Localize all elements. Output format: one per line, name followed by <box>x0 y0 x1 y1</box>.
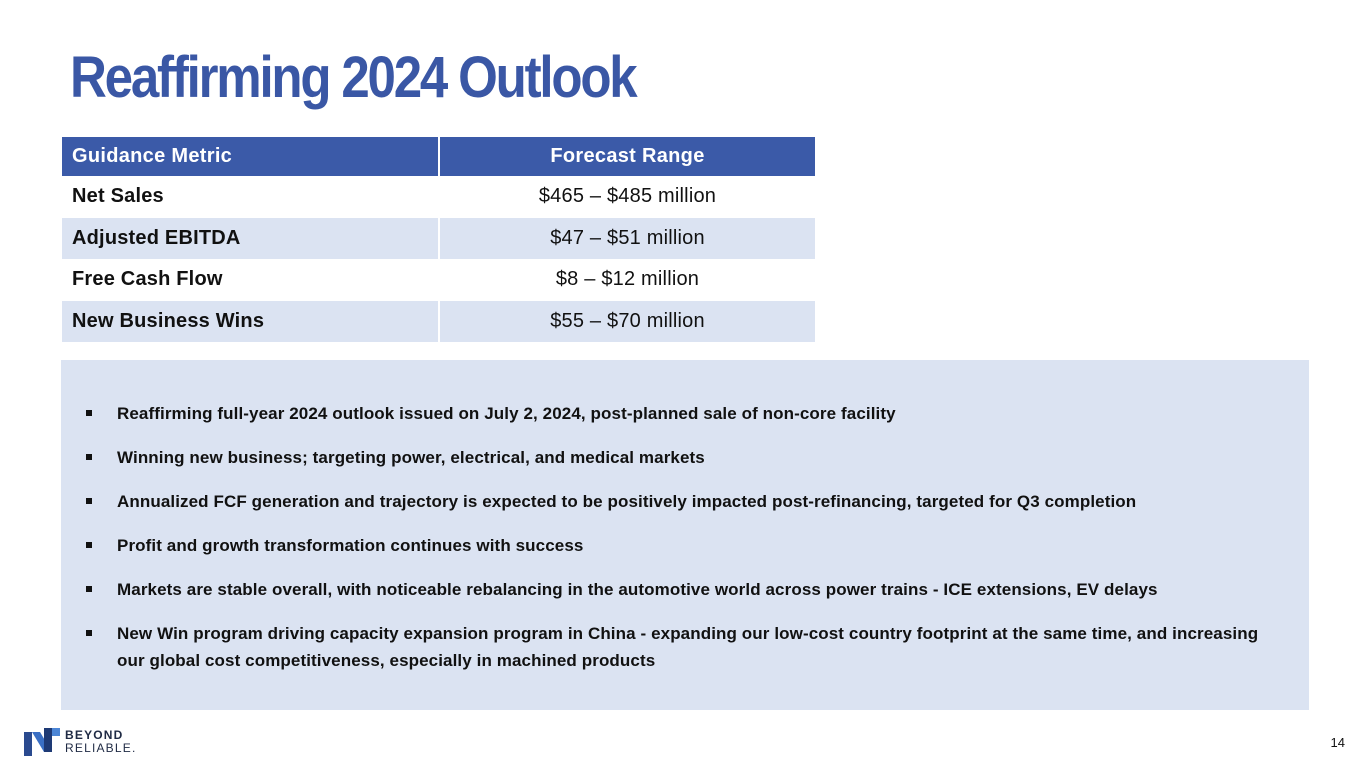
list-item: Reaffirming full-year 2024 outlook issue… <box>86 400 1289 427</box>
bullet-square-icon <box>86 454 92 460</box>
logo-wordmark: BEYOND RELIABLE. <box>65 729 137 755</box>
logo-line-2: RELIABLE. <box>65 741 137 755</box>
metric-cell: New Business Wins <box>62 300 440 342</box>
table-row: Free Cash Flow $8 – $12 million <box>62 259 815 301</box>
column-header-range: Forecast Range <box>439 137 815 176</box>
table-header-row: Guidance Metric Forecast Range <box>62 137 815 176</box>
bullet-square-icon <box>86 498 92 504</box>
metric-cell: Adjusted EBITDA <box>62 217 440 259</box>
guidance-table: Guidance Metric Forecast Range Net Sales… <box>62 137 815 342</box>
list-item-text: Reaffirming full-year 2024 outlook issue… <box>117 404 896 423</box>
list-item: Annualized FCF generation and trajectory… <box>86 488 1289 515</box>
bullet-list: Reaffirming full-year 2024 outlook issue… <box>61 360 1309 674</box>
logo-n-mark-icon <box>24 728 60 756</box>
range-cell: $8 – $12 million <box>439 259 815 301</box>
list-item-text: Annualized FCF generation and trajectory… <box>117 492 1137 511</box>
company-logo: BEYOND RELIABLE. <box>22 726 137 758</box>
bullet-square-icon <box>86 630 92 636</box>
list-item-text: Winning new business; targeting power, e… <box>117 448 705 467</box>
table-row: Adjusted EBITDA $47 – $51 million <box>62 217 815 259</box>
list-item: Winning new business; targeting power, e… <box>86 444 1289 471</box>
range-cell: $47 – $51 million <box>439 217 815 259</box>
list-item-text: New Win program driving capacity expansi… <box>117 624 1259 670</box>
logo-line-1: BEYOND <box>65 728 124 742</box>
table-row: Net Sales $465 – $485 million <box>62 176 815 218</box>
range-cell: $465 – $485 million <box>439 176 815 218</box>
list-item: New Win program driving capacity expansi… <box>86 620 1289 674</box>
list-item: Markets are stable overall, with noticea… <box>86 576 1289 603</box>
list-item: Profit and growth transformation continu… <box>86 532 1289 559</box>
page-number: 14 <box>1330 735 1345 750</box>
metric-cell: Net Sales <box>62 176 440 218</box>
range-cell: $55 – $70 million <box>439 300 815 342</box>
page-title: Reaffirming 2024 Outlook <box>70 45 638 110</box>
column-header-metric: Guidance Metric <box>62 137 440 176</box>
bullet-square-icon <box>86 586 92 592</box>
list-item-text: Profit and growth transformation continu… <box>117 536 584 555</box>
highlights-panel: Reaffirming full-year 2024 outlook issue… <box>61 360 1309 710</box>
bullet-square-icon <box>86 410 92 416</box>
table-row: New Business Wins $55 – $70 million <box>62 300 815 342</box>
list-item-text: Markets are stable overall, with noticea… <box>117 580 1158 599</box>
metric-cell: Free Cash Flow <box>62 259 440 301</box>
bullet-square-icon <box>86 542 92 548</box>
